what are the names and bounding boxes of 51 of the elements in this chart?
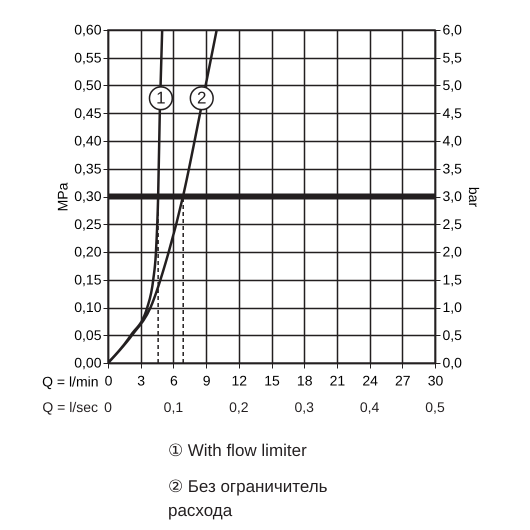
x2-tick-label: 0,5 <box>425 399 445 415</box>
x-tick-label: 18 <box>296 372 313 388</box>
y-tick-label: 0,10 <box>74 299 102 315</box>
x-tick-label: 15 <box>264 372 280 388</box>
x-tick-label: 24 <box>362 372 378 388</box>
x2-tick-label: 0,3 <box>294 399 314 415</box>
x-tick-label: 27 <box>395 372 411 388</box>
x2-axis-title: Q = l/sec <box>42 399 98 415</box>
y2-tick-label: 4,0 <box>442 132 462 148</box>
y2-tick-label: 4,5 <box>442 104 462 121</box>
annotation: 2 <box>197 88 206 108</box>
x2-tick-label: 0,2 <box>229 399 249 415</box>
y2-tick-label: 2,5 <box>442 216 462 232</box>
x-tick-label: 21 <box>330 372 346 388</box>
y2-tick-label: 3,0 <box>442 188 462 204</box>
y-tick-label: 0,40 <box>74 132 102 148</box>
y2-tick-label: 3,5 <box>442 160 462 176</box>
y-tick-label: 0,05 <box>74 326 102 343</box>
text: ② Без ограничитель расхода <box>168 477 328 520</box>
y2-tick-label: 5,0 <box>442 77 462 93</box>
y2-tick-label: 1,5 <box>442 271 462 288</box>
y-axis-title: MPa <box>54 182 70 212</box>
x-tick-label: 6 <box>170 372 178 388</box>
x2-tick-label: 0,1 <box>164 399 184 415</box>
x2-tick-label: 0,4 <box>360 399 380 415</box>
x-axis-title: Q = l/min <box>42 374 98 390</box>
y-tick-label: 0,25 <box>74 216 102 232</box>
y-tick-label: 0,00 <box>74 354 102 370</box>
y2-tick-label: 1,0 <box>442 299 462 315</box>
text: ① With flow limiter <box>168 441 308 460</box>
y-tick-label: 0,20 <box>74 244 102 260</box>
y-tick-label: 0,15 <box>74 271 102 288</box>
y-tick-label: 0,55 <box>74 49 102 66</box>
y2-tick-label: 0,0 <box>442 354 462 370</box>
y-tick-label: 0,45 <box>74 104 102 121</box>
x-tick-label: 3 <box>137 372 146 388</box>
y2-axis-title: bar <box>466 186 482 208</box>
x-tick-label: 0 <box>104 372 113 388</box>
x-tick-label: 9 <box>202 372 211 388</box>
y-tick-label: 0,60 <box>74 22 102 38</box>
y2-tick-label: 0,5 <box>442 326 462 343</box>
y2-tick-label: 2,0 <box>442 244 462 260</box>
annotation: 1 <box>156 88 166 108</box>
x-tick-label: 12 <box>232 372 248 388</box>
y2-tick-label: 6,0 <box>442 22 462 38</box>
x2-tick-label: 0 <box>104 399 112 415</box>
x-tick-label: 30 <box>428 372 444 388</box>
y2-tick-label: 5,5 <box>442 49 462 66</box>
y-tick-label: 0,35 <box>74 160 102 176</box>
y-tick-label: 0,50 <box>74 77 102 93</box>
y-tick-label: 0,30 <box>74 188 102 204</box>
